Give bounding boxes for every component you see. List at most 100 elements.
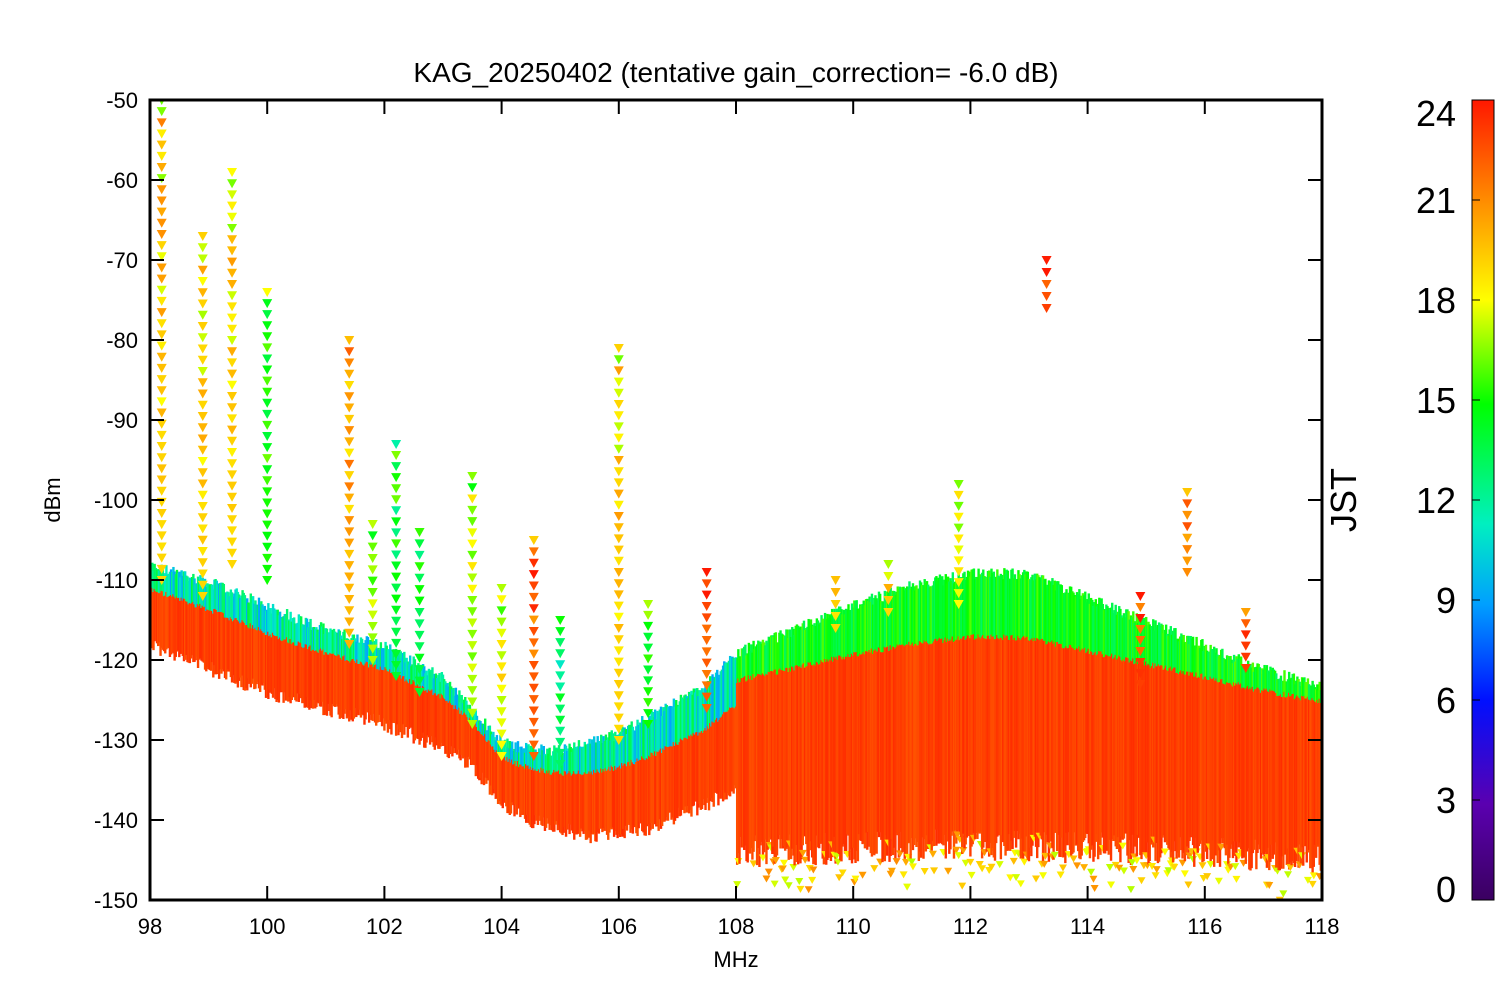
spike-point bbox=[643, 654, 654, 664]
spike-point bbox=[613, 467, 624, 477]
spike-point bbox=[528, 706, 539, 716]
spike-point bbox=[613, 355, 624, 365]
spike-point bbox=[555, 726, 566, 736]
spike-point bbox=[467, 494, 478, 504]
data-point bbox=[1265, 882, 1274, 890]
spike-point bbox=[555, 704, 566, 714]
spike-point bbox=[830, 576, 841, 585]
spike-point bbox=[344, 527, 355, 537]
data-point bbox=[809, 866, 818, 874]
spike-point bbox=[613, 680, 624, 689]
spike-point bbox=[344, 414, 355, 424]
x-tick-label: 114 bbox=[1070, 914, 1105, 939]
data-point bbox=[892, 858, 901, 866]
data-point bbox=[1012, 874, 1021, 882]
spike-point bbox=[467, 652, 478, 662]
spike-point bbox=[528, 615, 539, 625]
data-point bbox=[1160, 848, 1169, 856]
spike-point bbox=[262, 343, 273, 353]
spike-point bbox=[262, 332, 273, 342]
spike-point bbox=[156, 319, 167, 329]
spike-point bbox=[467, 539, 478, 549]
spike-point bbox=[197, 434, 208, 444]
spike-point bbox=[643, 643, 654, 653]
spike-point bbox=[643, 720, 654, 729]
spike-point bbox=[414, 653, 425, 663]
spike-point bbox=[1240, 652, 1251, 662]
data-point bbox=[858, 871, 867, 879]
spike-point bbox=[1240, 641, 1251, 651]
spike-point bbox=[613, 478, 624, 488]
data-point bbox=[1315, 873, 1322, 881]
data-point bbox=[928, 850, 937, 858]
data-point bbox=[1040, 860, 1049, 868]
spike-point bbox=[367, 599, 378, 609]
spike-point bbox=[367, 633, 378, 643]
spike-point bbox=[830, 624, 841, 633]
data-point bbox=[789, 864, 798, 872]
spike-point bbox=[1182, 556, 1193, 566]
spike-point bbox=[528, 558, 539, 568]
data-point bbox=[908, 863, 917, 871]
spike-point bbox=[227, 246, 238, 256]
spike-point bbox=[1135, 669, 1146, 678]
spike-point bbox=[197, 310, 208, 320]
spike-point bbox=[391, 550, 402, 560]
spike-point bbox=[227, 179, 238, 189]
spike-point bbox=[528, 536, 539, 545]
spike-point bbox=[555, 649, 566, 659]
spike-point bbox=[227, 459, 238, 469]
spike-point bbox=[953, 545, 964, 555]
spike-point bbox=[227, 268, 238, 278]
data-point bbox=[833, 858, 842, 866]
spike-point bbox=[156, 274, 167, 284]
data-point bbox=[1152, 866, 1161, 874]
spike-point bbox=[528, 581, 539, 591]
spike-point bbox=[197, 502, 208, 511]
spike-point bbox=[227, 313, 238, 323]
spike-point bbox=[197, 490, 208, 500]
data-point bbox=[896, 850, 905, 858]
spike-point bbox=[344, 538, 355, 548]
spike-point bbox=[701, 636, 712, 645]
spike-point bbox=[197, 412, 208, 421]
data-point bbox=[1016, 880, 1025, 888]
spike-point bbox=[367, 656, 378, 665]
spike-point bbox=[613, 668, 624, 678]
spike-point bbox=[197, 333, 208, 343]
data-point bbox=[920, 867, 929, 875]
spike-point bbox=[156, 185, 167, 195]
spike-point bbox=[197, 299, 208, 309]
spike-point bbox=[227, 436, 238, 446]
spike-point bbox=[197, 513, 208, 523]
spike-point bbox=[227, 515, 238, 525]
spike-point bbox=[391, 627, 402, 637]
data-point bbox=[987, 863, 996, 871]
spike-point bbox=[414, 539, 425, 549]
colorbar-tick-label: 6 bbox=[1436, 680, 1456, 721]
data-point bbox=[1020, 858, 1029, 866]
data-point bbox=[1080, 864, 1089, 872]
spike-point bbox=[555, 682, 566, 692]
spike-point bbox=[414, 665, 425, 675]
spike-point bbox=[344, 640, 355, 649]
spike-point bbox=[883, 584, 894, 593]
data-point bbox=[1058, 864, 1067, 872]
spike-point bbox=[344, 493, 355, 503]
spike-point bbox=[156, 285, 167, 295]
spike-point bbox=[613, 545, 624, 555]
spike-point bbox=[1182, 545, 1193, 555]
spike-point bbox=[701, 568, 712, 577]
spike-point bbox=[227, 414, 238, 424]
spike-point bbox=[555, 616, 566, 625]
spike-point bbox=[156, 408, 167, 418]
spike-point bbox=[953, 589, 964, 599]
spike-point bbox=[414, 642, 425, 652]
spike-point bbox=[953, 512, 964, 522]
spike-point bbox=[262, 432, 273, 441]
spike-point bbox=[262, 531, 273, 541]
spike-point bbox=[391, 462, 402, 472]
data-point bbox=[870, 865, 879, 873]
data-point bbox=[1009, 857, 1018, 865]
y-tick-label: -50 bbox=[106, 88, 138, 113]
